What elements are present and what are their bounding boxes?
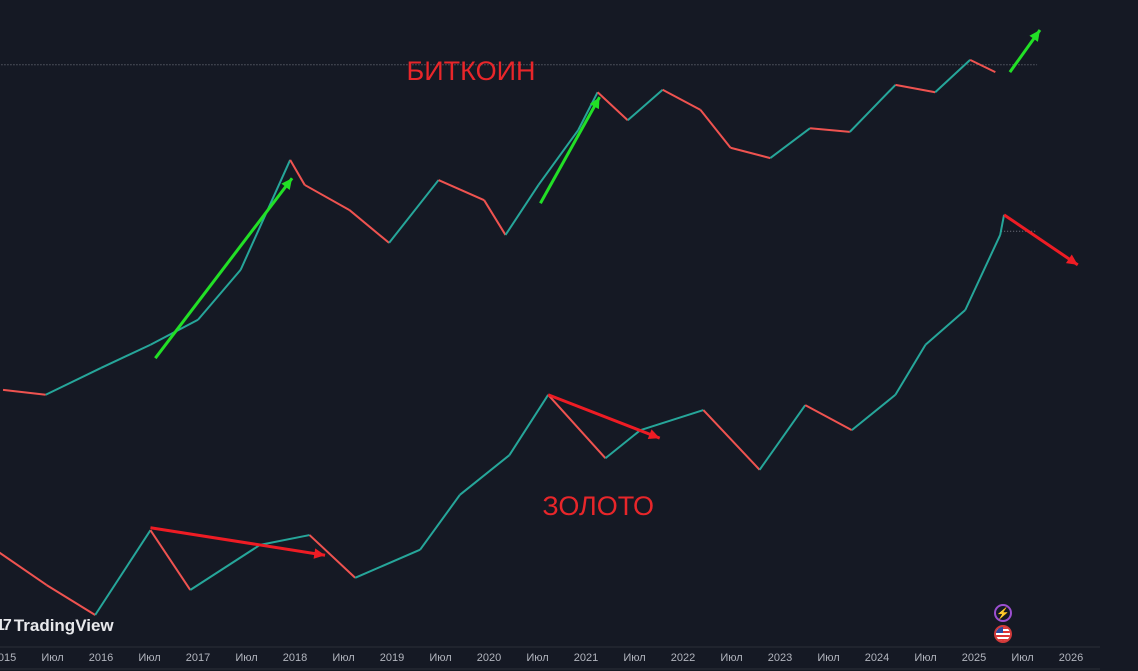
x-tick-label: 2016 <box>89 652 113 664</box>
x-tick-label: 2020 <box>477 652 501 664</box>
series-0-segment <box>197 269 242 321</box>
series-1-segment <box>308 534 356 579</box>
logo-text: TradingView <box>13 616 114 635</box>
x-tick-label: 2026 <box>1059 652 1083 664</box>
arrow-head-icon <box>281 178 293 190</box>
lightning-icon[interactable]: ⚡ <box>994 604 1012 622</box>
series-0-segment <box>100 343 151 369</box>
tradingview-logo[interactable]: 17 TradingView <box>0 616 114 636</box>
trend-arrow <box>547 393 661 440</box>
arrow-shaft <box>150 526 326 557</box>
arrow-head-icon <box>1065 254 1078 265</box>
series-0-segment <box>934 59 971 93</box>
series-1-segment <box>702 409 761 471</box>
series-0-segment <box>849 84 897 133</box>
x-tick-label: 2023 <box>768 652 792 664</box>
series-1-segment <box>0 551 48 586</box>
series-1-segment <box>804 404 853 432</box>
us-flag-icon[interactable] <box>994 625 1012 643</box>
series-1-segment <box>604 429 641 459</box>
x-tick-label: Июл <box>720 652 742 664</box>
series-1-segment <box>354 548 421 579</box>
series-0-segment <box>504 184 540 236</box>
gold-label: ЗОЛОТО <box>542 491 654 521</box>
series-0-segment <box>388 179 440 244</box>
series-1-segment <box>924 309 966 346</box>
x-tick-label: 2018 <box>283 652 307 664</box>
trend-arrow <box>150 526 326 559</box>
arrow-shaft <box>1003 213 1079 267</box>
trend-arrow <box>539 96 601 204</box>
bitcoin-label: БИТКОИН <box>407 56 536 86</box>
series-1-segment <box>459 454 510 496</box>
arrow-head-icon <box>647 429 660 440</box>
series-0-segment <box>769 127 811 159</box>
x-tick-label: Июл <box>41 652 63 664</box>
series-0-segment <box>2 388 46 396</box>
series-1-segment <box>259 534 310 546</box>
series-1-segment <box>758 404 807 471</box>
series-0-segment <box>304 184 350 211</box>
series-0-segment <box>730 146 771 160</box>
x-tick-label: 2024 <box>865 652 889 664</box>
series-1-segment <box>999 214 1006 236</box>
x-tick-label: Июл <box>235 652 257 664</box>
arrow-head-icon <box>1029 30 1040 42</box>
tradingview-mark-icon: 17 <box>0 617 12 634</box>
series-0-segment <box>969 58 996 73</box>
series-0-segment <box>895 83 936 94</box>
series-1-segment <box>189 544 261 591</box>
series-1-segment <box>508 394 550 456</box>
series-0-segment <box>577 91 599 131</box>
x-tick-label: 2017 <box>186 652 210 664</box>
arrow-head-icon <box>313 548 326 559</box>
x-tick-label: 2025 <box>962 652 986 664</box>
x-tick-label: Июл <box>526 652 548 664</box>
x-tick-label: 2022 <box>671 652 695 664</box>
x-tick-label: Июл <box>817 652 839 664</box>
x-tick-label: 2021 <box>574 652 598 664</box>
series-1-segment <box>46 584 96 616</box>
arrow-shaft <box>539 96 601 204</box>
trend-arrow <box>1003 213 1079 267</box>
series-0-segment <box>438 179 485 202</box>
series-1-segment <box>851 394 897 431</box>
arrow-shaft <box>547 393 661 440</box>
x-tick-label: Июл <box>623 652 645 664</box>
series-1-segment <box>149 529 192 591</box>
series-0-segment <box>483 199 507 236</box>
series-0-segment <box>809 127 850 133</box>
arrow-shaft <box>154 177 294 360</box>
series-0-segment <box>537 129 580 186</box>
series-0-segment <box>627 89 664 122</box>
x-tick-label: Июл <box>914 652 936 664</box>
arrow-head-icon <box>589 97 600 110</box>
series-1-segment <box>964 234 1002 311</box>
trend-arrow <box>154 177 294 360</box>
series-1-segment <box>547 394 607 459</box>
x-tick-label: Июл <box>332 652 354 664</box>
x-tick-label: 2019 <box>380 652 404 664</box>
series-0-segment <box>662 88 701 111</box>
series-0-segment <box>699 109 732 149</box>
series-1-segment <box>419 494 461 551</box>
series-0-segment <box>45 367 102 396</box>
series-1-segment <box>640 409 704 432</box>
x-tick-label: Июл <box>429 652 451 664</box>
series-0-segment <box>596 91 629 122</box>
series-0-segment <box>348 209 390 244</box>
trend-arrow <box>1008 29 1042 73</box>
series-1-segment <box>894 344 927 396</box>
x-tick-label: Июл <box>138 652 160 664</box>
x-tick-label: Июл <box>1011 652 1033 664</box>
x-tick-label: 2015 <box>0 652 16 664</box>
series-0-segment <box>289 159 306 186</box>
series-1-segment <box>94 529 152 616</box>
